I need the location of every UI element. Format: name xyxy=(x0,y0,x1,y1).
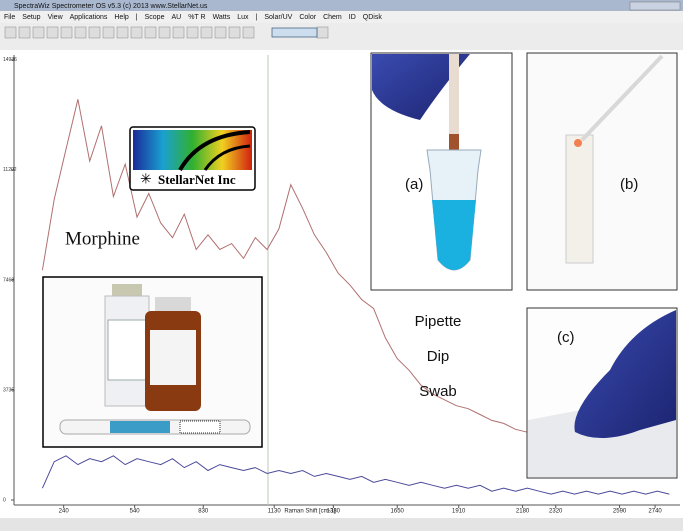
menu-item[interactable]: Applications xyxy=(70,14,108,21)
product-photo xyxy=(43,277,262,447)
tool-button[interactable] xyxy=(117,27,128,38)
x-tick-label: 540 xyxy=(130,509,141,515)
toolbar xyxy=(0,23,683,50)
x-tick-label: 240 xyxy=(59,509,70,515)
tool-button[interactable] xyxy=(131,27,142,38)
menu-item[interactable]: Setup xyxy=(22,14,40,21)
tool-button[interactable] xyxy=(159,27,170,38)
tool-button[interactable] xyxy=(5,27,16,38)
menu-item[interactable]: ID xyxy=(349,14,356,21)
method-label: Swab xyxy=(419,383,457,400)
y-tick-label: 0 xyxy=(3,497,6,503)
tool-button[interactable] xyxy=(317,27,328,38)
y-tick-label: 3735 xyxy=(3,387,14,393)
x-tick-label: 1650 xyxy=(391,509,405,515)
menu-item[interactable]: Chem xyxy=(323,14,342,21)
panel-a: (a) xyxy=(371,53,512,290)
tool-button[interactable] xyxy=(103,27,114,38)
menu-item[interactable]: QDisk xyxy=(363,14,383,21)
tool-button[interactable] xyxy=(61,27,72,38)
logo-text: StellarNet Inc xyxy=(158,172,236,187)
method-label: Pipette xyxy=(415,313,462,330)
x-tick-label: 2740 xyxy=(648,509,662,515)
method-label: Dip xyxy=(427,348,450,365)
window-buttons[interactable] xyxy=(630,2,680,10)
x-tick-label: 1130 xyxy=(268,509,282,515)
menu-item[interactable]: | xyxy=(256,14,258,21)
tool-slider[interactable] xyxy=(272,28,317,37)
x-tick-label: 2180 xyxy=(516,509,530,515)
window-title: SpectraWiz Spectrometer OS v5.3 (c) 2013… xyxy=(14,3,208,10)
tool-button[interactable] xyxy=(89,27,100,38)
menu-item[interactable]: | xyxy=(136,14,138,21)
menu-item[interactable]: Solar/UV xyxy=(264,14,292,21)
x-axis-label: Raman Shift [cm-1] xyxy=(284,509,336,515)
svg-text:✳: ✳ xyxy=(140,171,152,187)
x-tick-label: 2320 xyxy=(549,509,563,515)
menu-item[interactable]: View xyxy=(48,14,64,21)
tool-button[interactable] xyxy=(215,27,226,38)
panel-label: (c) xyxy=(557,329,575,346)
screen: SpectraWiz Spectrometer OS v5.3 (c) 2013… xyxy=(0,0,683,531)
tool-button[interactable] xyxy=(33,27,44,38)
menu-item[interactable]: File xyxy=(4,14,15,21)
tool-button[interactable] xyxy=(47,27,58,38)
menu-item[interactable]: Scope xyxy=(145,14,165,21)
tool-button[interactable] xyxy=(173,27,184,38)
menu-item[interactable]: Lux xyxy=(237,14,249,21)
menu: File Setup View Applications Help | Scope AU %T … xyxy=(4,14,382,21)
logo: ✳ StellarNet Inc xyxy=(130,127,255,190)
tool-button[interactable] xyxy=(229,27,240,38)
y-tick-label: 14936 xyxy=(3,57,17,63)
panel-label: (a) xyxy=(405,176,423,193)
x-tick-label: 830 xyxy=(198,509,209,515)
panel-label: (b) xyxy=(620,176,638,193)
tool-button[interactable] xyxy=(145,27,156,38)
y-tick-label: 11202 xyxy=(3,167,17,173)
toolbar-icons xyxy=(5,27,328,38)
y-tick-label: 7468 xyxy=(3,277,14,283)
tool-button[interactable] xyxy=(75,27,86,38)
tool-button[interactable] xyxy=(201,27,212,38)
menu-item[interactable]: Watts xyxy=(213,14,231,21)
tool-button[interactable] xyxy=(243,27,254,38)
menu-item[interactable]: AU xyxy=(171,14,181,21)
menu-item[interactable]: %T R xyxy=(188,14,205,21)
compound-name: Morphine xyxy=(65,228,140,249)
status-bar xyxy=(0,518,683,531)
x-tick-label: 2590 xyxy=(613,509,627,515)
panel-c: (c) xyxy=(527,308,677,478)
panel-b: (b) xyxy=(527,53,677,290)
menu-item[interactable]: Help xyxy=(114,14,129,21)
menu-item[interactable]: Color xyxy=(299,14,316,21)
tool-button[interactable] xyxy=(187,27,198,38)
tool-button[interactable] xyxy=(19,27,30,38)
x-tick-label: 1910 xyxy=(452,509,466,515)
